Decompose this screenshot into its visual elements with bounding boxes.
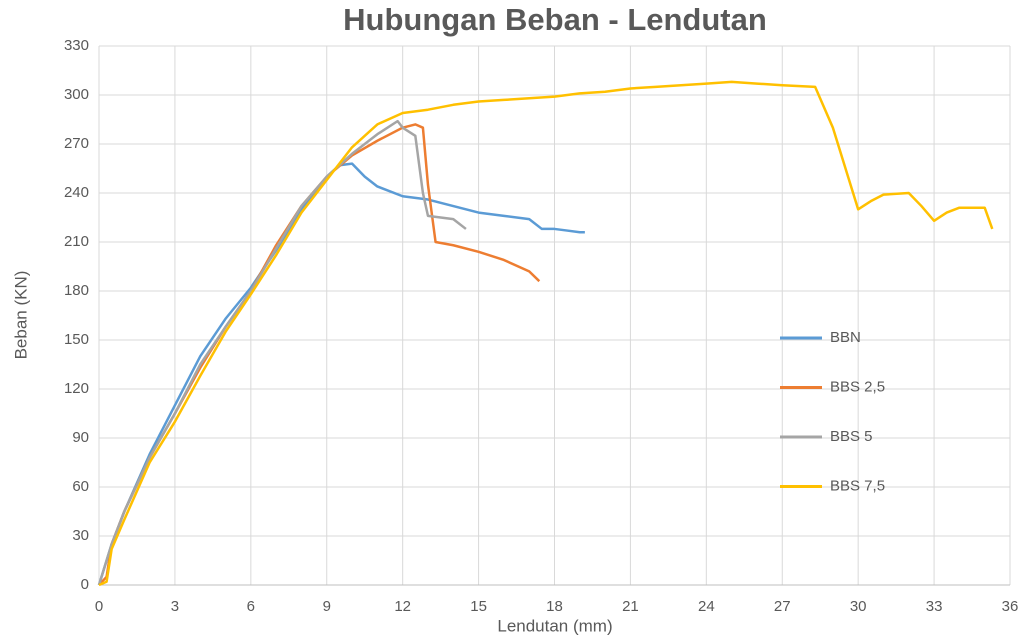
x-tick-label: 3: [171, 598, 179, 615]
x-tick-label: 6: [247, 598, 255, 615]
series-line: [97, 119, 467, 586]
y-tick-label: 120: [64, 380, 89, 397]
y-tick-label: 60: [72, 478, 89, 495]
x-tick-label: 33: [926, 598, 943, 615]
x-tick-label: 15: [470, 598, 487, 615]
x-tick-label: 27: [774, 598, 791, 615]
legend-label: BBN: [830, 329, 861, 346]
x-tick-label: 30: [850, 598, 867, 615]
x-tick-label: 18: [546, 598, 563, 615]
y-axis-label: Beban (KN): [11, 271, 30, 360]
series-line: [97, 162, 585, 586]
chart-title: Hubungan Beban - Lendutan: [343, 2, 767, 37]
y-tick-label: 240: [64, 184, 89, 201]
y-tick-label: 210: [64, 233, 89, 250]
x-tick-label: 21: [622, 598, 639, 615]
y-tick-label: 270: [64, 135, 89, 152]
legend-label: BBS 7,5: [830, 477, 885, 494]
y-tick-label: 300: [64, 86, 89, 103]
y-tick-label: 150: [64, 331, 89, 348]
x-tick-label: 12: [394, 598, 411, 615]
y-tick-label: 30: [72, 527, 89, 544]
y-tick-label: 330: [64, 37, 89, 54]
y-tick-label: 90: [72, 429, 89, 446]
series-line: [98, 80, 994, 587]
legend-label: BBS 2,5: [830, 378, 885, 395]
x-tick-label: 0: [95, 598, 103, 615]
x-axis-label: Lendutan (mm): [497, 616, 612, 635]
legend-label: BBS 5: [830, 428, 873, 445]
x-tick-label: 24: [698, 598, 715, 615]
y-tick-label: 0: [81, 576, 89, 593]
y-tick-label: 180: [64, 282, 89, 299]
x-tick-label: 9: [323, 598, 331, 615]
x-tick-label: 36: [1002, 598, 1019, 615]
